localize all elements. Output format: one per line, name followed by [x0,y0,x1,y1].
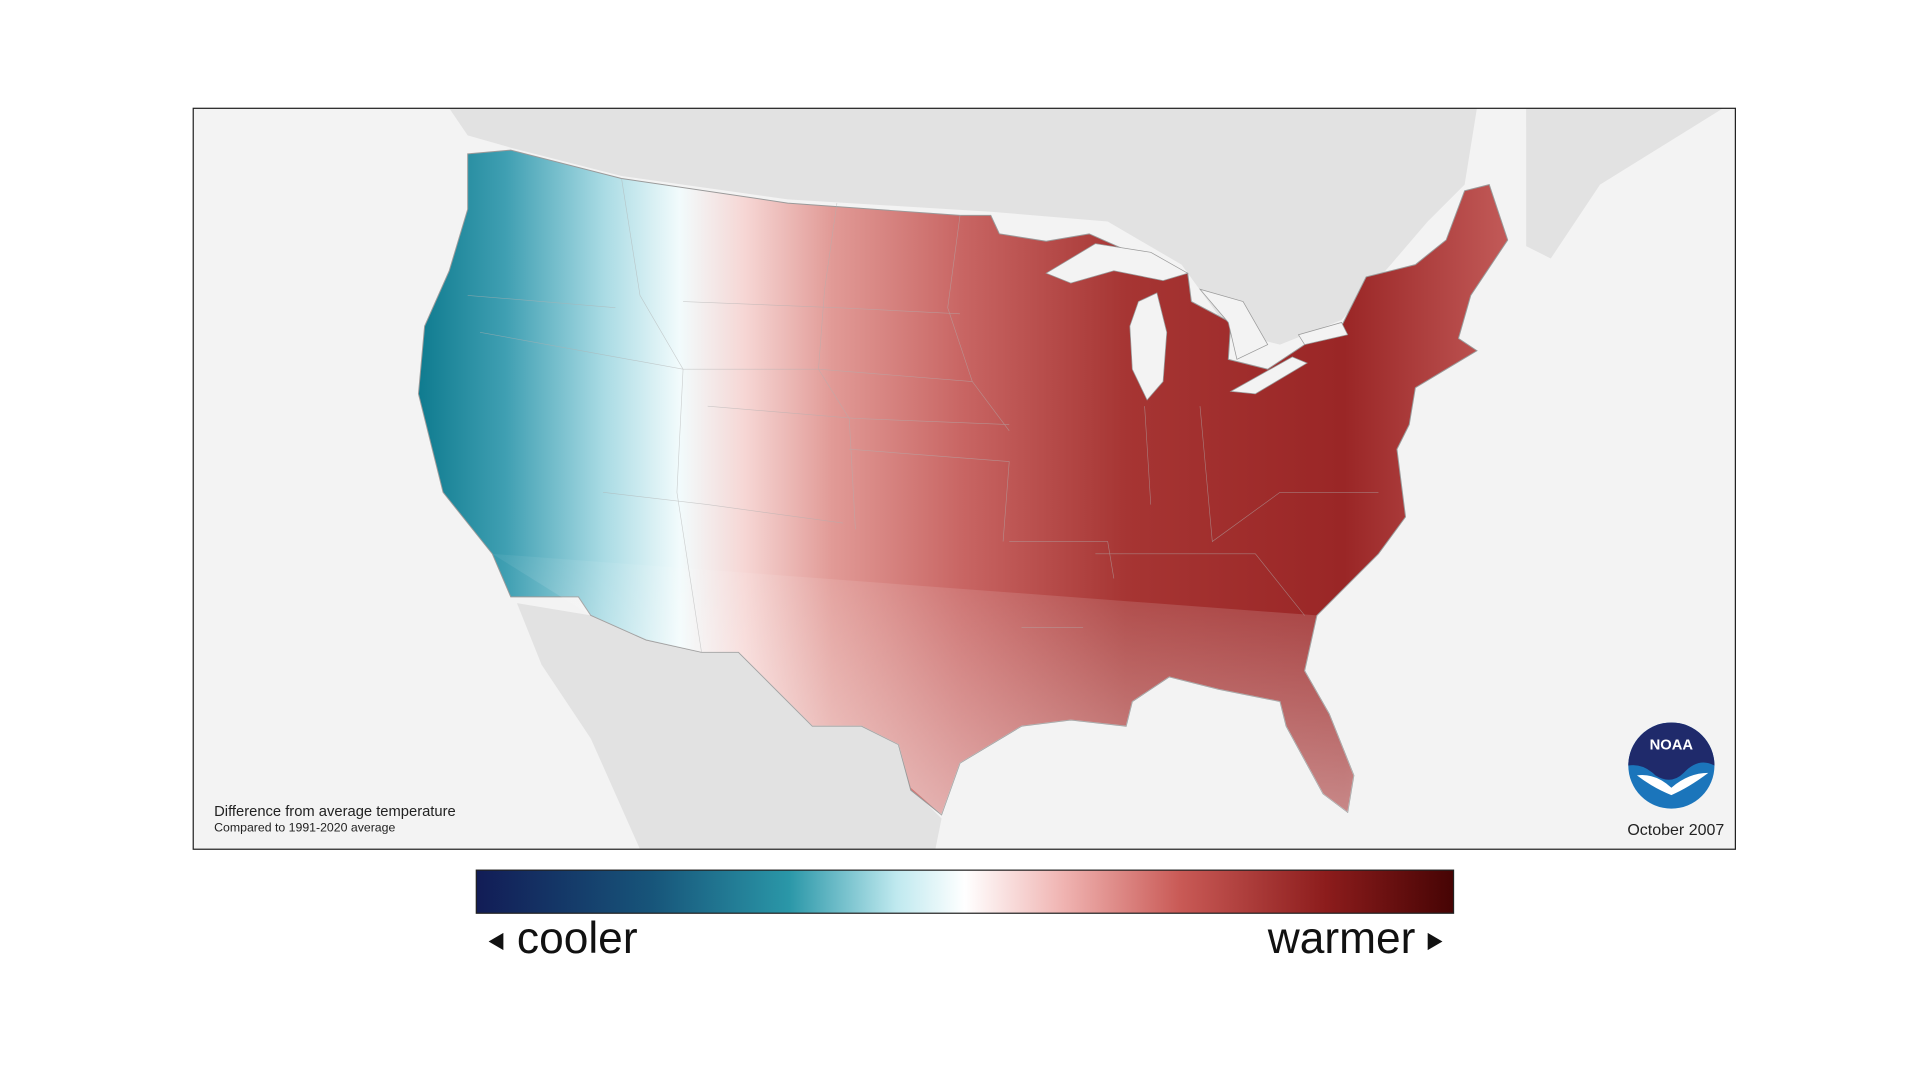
canada-east [1526,108,1724,259]
lake-superior [1045,243,1189,284]
legend-low: cooler [517,914,638,963]
map-date: October 2007 [1627,822,1724,839]
logo-text: NOAA [1650,738,1694,754]
noaa-logo: NOAA [1628,722,1715,809]
lake-michigan [1129,292,1168,401]
canada [449,108,1477,345]
map [417,108,1724,850]
legend-high: warmer [1267,914,1416,963]
cooler-arrow [488,932,504,951]
color-scale [475,869,1455,914]
south-shading [492,553,1354,815]
logo-gull [1636,772,1709,796]
lake-ontario [1297,322,1349,346]
map-note: Difference from average temperature [214,804,456,820]
mexico [516,603,942,850]
map-frame [192,107,1736,850]
logo-top [1628,722,1715,780]
map-subnote: Compared to 1991-2020 average [214,821,395,835]
state-lines [467,178,1379,653]
lake-erie [1229,356,1308,395]
lake-huron [1198,288,1269,360]
warmer-arrow [1427,932,1443,951]
